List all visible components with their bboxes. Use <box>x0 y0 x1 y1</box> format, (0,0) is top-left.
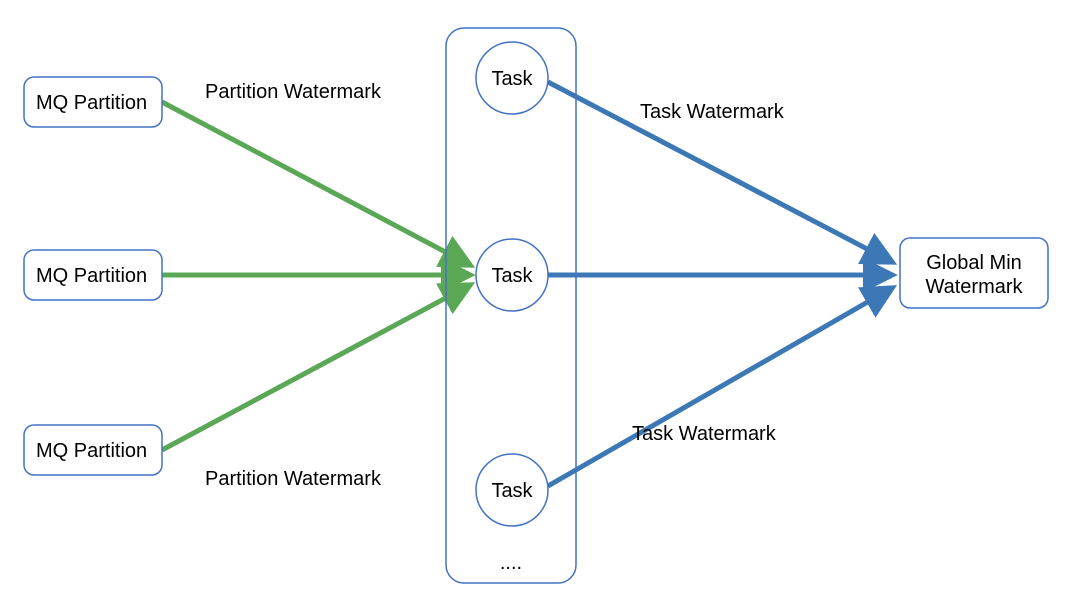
task-node: Task <box>476 42 548 114</box>
task-node: Task <box>476 239 548 311</box>
edge-label: Task Watermark <box>640 101 785 123</box>
ellipsis: .... <box>500 552 522 574</box>
mq-partition-label: MQ Partition <box>36 440 147 462</box>
global-box-line1: Global Min <box>926 252 1022 274</box>
edge-label: Partition Watermark <box>205 81 382 103</box>
mq-partition-box: MQ Partition <box>24 250 162 300</box>
mq-partition-label: MQ Partition <box>36 265 147 287</box>
task-watermark-edge <box>548 288 892 486</box>
task-label: Task <box>491 480 533 502</box>
tasks-group: Task Task Task <box>476 42 548 526</box>
watermark-flowchart: MQ Partition MQ Partition MQ Partition Tas… <box>0 0 1080 613</box>
partitions-group: MQ Partition MQ Partition MQ Partition <box>24 77 162 475</box>
edge-label: Task Watermark <box>632 423 777 445</box>
mq-partition-label: MQ Partition <box>36 92 147 114</box>
global-min-watermark: Global Min Watermark <box>900 238 1048 308</box>
task-label: Task <box>491 68 533 90</box>
partition-watermark-edge <box>162 285 470 450</box>
task-label: Task <box>491 265 533 287</box>
task-node: Task <box>476 454 548 526</box>
mq-partition-box: MQ Partition <box>24 425 162 475</box>
global-box-line2: Watermark <box>925 276 1023 298</box>
mq-partition-box: MQ Partition <box>24 77 162 127</box>
partition-watermark-edge <box>162 102 470 265</box>
edge-label: Partition Watermark <box>205 468 382 490</box>
